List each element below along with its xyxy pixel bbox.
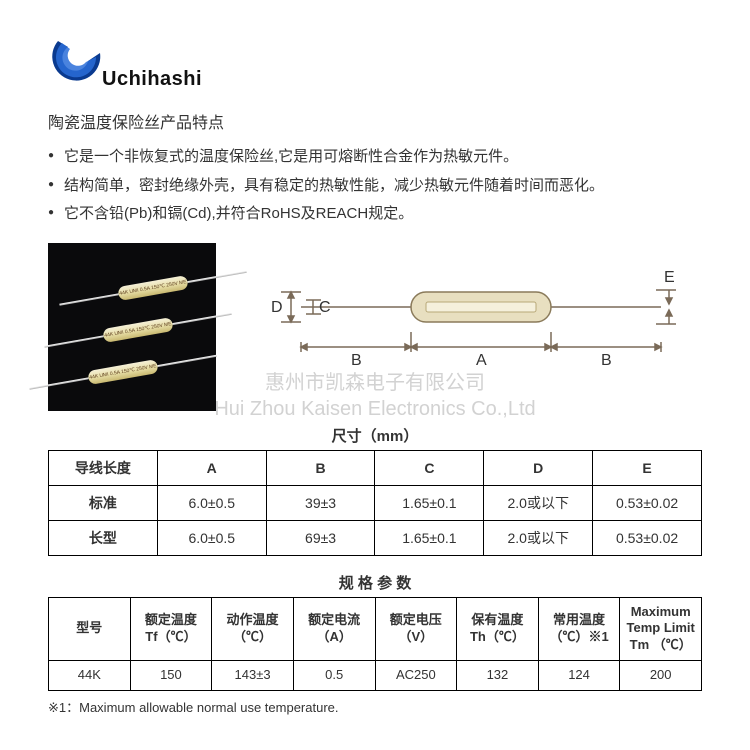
spec-th: 额定温度Tf（℃） [130,597,212,661]
dimension-diagram: D C B A B E [240,252,702,402]
feature-item: 它不含铅(Pb)和镉(Cd),并符合RoHS及REACH规定。 [48,200,702,229]
dim-th: 导线长度 [49,450,158,485]
table-row: 44K150 143±30.5 AC250132 124200 [49,661,702,691]
footnote: ※1：Maximum allowable normal use temperat… [48,697,702,716]
spec-th: 额定电压（V） [375,597,457,661]
feature-list: 它是一个非恢复式的温度保险丝,它是用可熔断性合金作为热敏元件。 结构简单，密封绝… [48,143,702,229]
dim-label-d: D [271,299,283,316]
feature-item: 它是一个非恢复式的温度保险丝,它是用可熔断性合金作为热敏元件。 [48,143,702,172]
dim-label-c: C [319,299,331,316]
page-title: 陶瓷温度保险丝产品特点 [48,109,702,133]
dim-th: A [157,450,266,485]
brand-logo-icon [48,33,108,88]
dimension-table: 导线长度 A B C D E 标准 6.0±0.539±3 1.65±0.12.… [48,450,702,556]
feature-item: 结构简单，密封绝缘外壳，具有稳定的热敏性能，减少热敏元件随着时间而恶化。 [48,172,702,201]
table-row: 长型 6.0±0.569±3 1.65±0.12.0或以下 0.53±0.02 [49,520,702,555]
table-row: 标准 6.0±0.539±3 1.65±0.12.0或以下 0.53±0.02 [49,485,702,520]
dim-th: B [266,450,375,485]
dim-label-a: A [476,352,487,369]
brand-name: Uchihashi [102,68,202,91]
dim-label-e: E [664,269,675,286]
logo-section: Uchihashi [48,30,702,91]
dim-table-title: 尺寸（mm） [48,425,702,446]
spec-table: 型号 额定温度Tf（℃） 动作温度（℃） 额定电流（A） 额定电压（V） 保有温… [48,597,702,692]
dim-th: D [484,450,593,485]
spec-th: MaximumTemp LimitTm （℃） [620,597,702,661]
dim-label-b: B [351,352,362,369]
dim-label-b2: B [601,352,612,369]
product-photo: 44K UMI 0.5A 150℃ 250V ME 44K UMI 0.5A 1… [48,243,216,411]
spec-th: 型号 [49,597,131,661]
spec-th: 动作温度（℃） [212,597,294,661]
spec-th: 额定电流（A） [293,597,375,661]
spec-th: 保有温度Th（℃） [457,597,539,661]
media-row: 44K UMI 0.5A 150℃ 250V ME 44K UMI 0.5A 1… [48,243,702,411]
dim-th: C [375,450,484,485]
spec-th: 常用温度（℃）※1 [538,597,620,661]
dim-th: E [593,450,702,485]
spec-table-title: 规 格 参 数 [48,572,702,593]
